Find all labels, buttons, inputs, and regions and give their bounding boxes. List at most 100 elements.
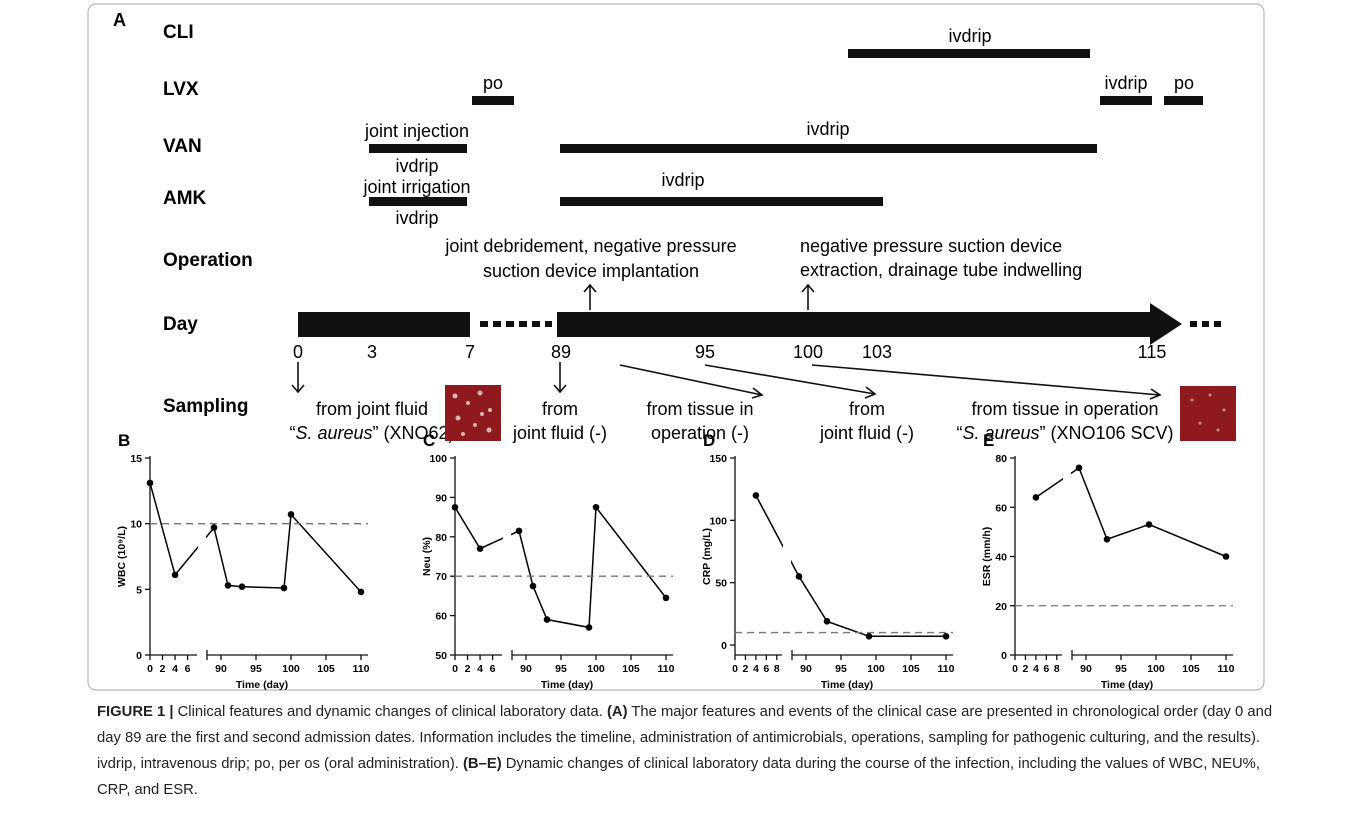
x-axis-title: Time (day) bbox=[821, 679, 873, 691]
data-point bbox=[753, 492, 760, 499]
data-point bbox=[586, 624, 593, 631]
x-tick-label: 90 bbox=[1080, 663, 1092, 675]
caption-run: FIGURE 1 | bbox=[97, 704, 174, 720]
y-tick-label: 60 bbox=[995, 502, 1007, 514]
operation-text: negative pressure suction device bbox=[800, 236, 1062, 256]
data-point bbox=[1146, 521, 1153, 528]
x-tick-label: 2 bbox=[465, 663, 471, 675]
row-labels: CLI LVX VAN AMK Operation Day Sampling bbox=[163, 22, 253, 417]
x-tick-label: 105 bbox=[1182, 663, 1200, 675]
row-label: VAN bbox=[163, 136, 202, 157]
sampling-text: from bbox=[849, 399, 885, 419]
data-point bbox=[796, 573, 803, 580]
data-point bbox=[281, 585, 288, 592]
x-tick-label: 100 bbox=[587, 663, 605, 675]
x-tick-label: 95 bbox=[555, 663, 567, 675]
text-run: ” (XNO62) bbox=[373, 423, 455, 443]
data-point bbox=[516, 528, 523, 535]
sampling-text: operation (-) bbox=[651, 423, 749, 443]
data-point bbox=[288, 511, 295, 518]
arrow bbox=[554, 362, 566, 392]
y-tick-label: 70 bbox=[435, 571, 447, 583]
figure: A CLI LVX VAN AMK Operation Day Sampling… bbox=[0, 0, 1357, 695]
panel-label: C bbox=[423, 431, 435, 450]
drug-bar bbox=[848, 49, 1090, 58]
drug-route: joint irrigation bbox=[362, 177, 470, 197]
data-line bbox=[455, 507, 666, 627]
data-point bbox=[1033, 494, 1040, 501]
data-point bbox=[544, 616, 551, 623]
break-mask bbox=[783, 448, 791, 653]
data-point bbox=[1223, 553, 1230, 560]
y-tick-label: 100 bbox=[709, 515, 727, 527]
data-point bbox=[1076, 465, 1083, 472]
x-tick-label: 105 bbox=[622, 663, 640, 675]
x-tick-label: 4 bbox=[753, 663, 759, 675]
x-tick-label: 110 bbox=[938, 663, 955, 675]
break-mask bbox=[503, 448, 511, 653]
day-number: 100 bbox=[793, 342, 823, 362]
day-number: 115 bbox=[1138, 342, 1167, 362]
row-label: Operation bbox=[163, 250, 253, 271]
y-tick-label: 0 bbox=[136, 650, 142, 662]
y-axis-title: ESR (mm/h) bbox=[981, 527, 993, 587]
day-numbers: 0 3 7 89 95 100 103 115 bbox=[293, 342, 1166, 362]
x-tick-label: 105 bbox=[317, 663, 335, 675]
data-line bbox=[150, 483, 361, 592]
day-number: 89 bbox=[551, 342, 571, 362]
x-tick-label: 0 bbox=[1012, 663, 1018, 675]
drug-route: ivdrip bbox=[948, 26, 991, 46]
y-axis-title: Neu (%) bbox=[421, 537, 433, 576]
arrow bbox=[620, 365, 762, 398]
data-point bbox=[1104, 536, 1111, 543]
x-tick-label: 110 bbox=[353, 663, 370, 675]
data-point bbox=[530, 583, 537, 590]
operation-text: joint debridement, negative pressure bbox=[444, 236, 736, 256]
row-label: CLI bbox=[163, 22, 194, 43]
arrow bbox=[812, 365, 1160, 399]
data-point bbox=[866, 633, 873, 640]
x-tick-label: 8 bbox=[1054, 663, 1060, 675]
data-point bbox=[147, 480, 154, 487]
timeline bbox=[298, 303, 1224, 345]
drug-bar bbox=[560, 197, 883, 206]
y-tick-label: 10 bbox=[130, 519, 142, 531]
caption-run: Clinical features and dynamic changes of… bbox=[174, 704, 607, 720]
drug-route: ivdrip bbox=[661, 170, 704, 190]
text-run: S. aureus bbox=[962, 423, 1039, 443]
drug-bar bbox=[369, 197, 467, 206]
day-number: 0 bbox=[293, 342, 303, 362]
x-axis-title: Time (day) bbox=[1101, 679, 1153, 691]
x-tick-label: 95 bbox=[835, 663, 847, 675]
arrow bbox=[584, 285, 596, 310]
x-tick-label: 4 bbox=[172, 663, 178, 675]
sampling-text: from bbox=[542, 399, 578, 419]
text-run: ” (XNO106 SCV) bbox=[1040, 423, 1174, 443]
x-tick-label: 2 bbox=[743, 663, 749, 675]
drug-route: ivdrip bbox=[395, 208, 438, 228]
x-axis-title: Time (day) bbox=[236, 679, 288, 691]
x-tick-label: 2 bbox=[160, 663, 166, 675]
x-tick-label: 0 bbox=[452, 663, 458, 675]
drug-bar bbox=[560, 144, 1097, 153]
sampling-text: joint fluid (-) bbox=[512, 423, 607, 443]
drug-route: ivdrip bbox=[1104, 73, 1147, 93]
data-point bbox=[593, 504, 600, 511]
y-tick-label: 100 bbox=[429, 453, 447, 465]
x-tick-label: 95 bbox=[250, 663, 262, 675]
day-number: 95 bbox=[695, 342, 715, 362]
x-tick-label: 90 bbox=[520, 663, 532, 675]
arrow bbox=[292, 362, 304, 392]
x-tick-label: 8 bbox=[774, 663, 780, 675]
y-tick-label: 60 bbox=[435, 611, 447, 623]
data-point bbox=[211, 524, 218, 531]
x-tick-label: 110 bbox=[1218, 663, 1235, 675]
data-point bbox=[477, 545, 484, 552]
x-tick-label: 110 bbox=[658, 663, 675, 675]
x-tick-label: 100 bbox=[867, 663, 885, 675]
row-label: LVX bbox=[163, 79, 199, 100]
drug-texts: ivdrip po ivdrip po joint injection ivdr… bbox=[362, 26, 1194, 281]
panel-label: E bbox=[983, 431, 994, 450]
y-tick-label: 40 bbox=[995, 552, 1007, 564]
row-label: AMK bbox=[163, 188, 207, 209]
